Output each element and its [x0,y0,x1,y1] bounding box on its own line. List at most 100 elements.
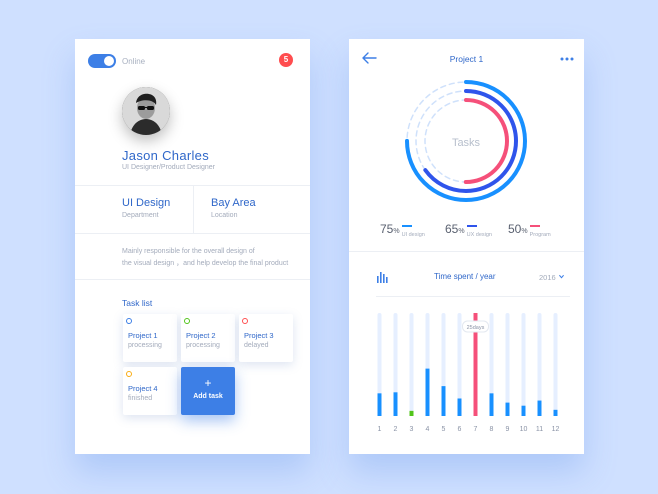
online-toggle[interactable] [88,54,116,68]
notification-badge[interactable]: 5 [279,53,293,67]
department-value: UI Design [122,197,171,209]
bar-track [489,313,494,416]
toggle-knob [104,56,114,66]
percent-sign: % [393,228,400,235]
x-tick-label: 9 [506,426,510,433]
legend-swatch [529,224,540,228]
tasks-ring-chart: Tasks [405,80,527,202]
legend-swatch [401,224,412,228]
ring-ui-design [405,80,527,202]
task-name: Project 2 [186,331,216,340]
percent-sign: % [458,228,465,235]
task-card-project-3[interactable]: Project 3 delayed [239,314,293,362]
task-status: processing [186,342,220,349]
location-value: Bay Area [211,197,256,209]
bar-track [393,313,398,416]
divider [376,296,570,297]
task-status-dot [126,318,132,324]
add-task-label: Add task [193,393,223,400]
profile-name: Jason Charles [122,148,209,163]
task-status: finished [128,395,153,402]
stat-program: 50% Program [508,220,551,238]
project-card: Project 1 Tasks 75% UI design 65% UX desig… [349,39,584,454]
stat-ui-design: 75% UI design [380,220,425,238]
more-icon[interactable] [560,57,574,61]
year-selector[interactable]: 2016 [539,273,564,282]
bar-month-4[interactable] [425,368,430,416]
bar-month-7[interactable] [473,313,478,416]
bar-track [521,313,526,416]
location-label: Location [211,212,238,219]
task-status-dot [126,371,132,377]
description-line: Mainly responsible for the overall desig… [122,248,255,255]
stat-value: 65 [445,222,459,236]
task-status: delayed [244,342,269,349]
ring-center-label: Tasks [452,137,481,149]
status-label: Online [122,57,146,66]
divider [349,251,584,252]
bar-month-1[interactable] [377,393,382,416]
legend-swatch [466,224,477,228]
bar-month-11[interactable] [537,400,542,416]
bar-month-5[interactable] [441,386,446,416]
avatar[interactable] [122,87,170,135]
description-line: the visual design ，and help develop the … [122,260,289,267]
stat-value: 75 [380,222,394,236]
time-spent-title: Time spent / year [434,272,496,281]
bar-month-3[interactable] [409,410,414,416]
task-status: processing [128,342,162,349]
x-tick-label: 4 [426,426,430,433]
divider [75,279,310,280]
bar-month-10[interactable] [521,405,526,416]
bar-track [553,313,558,416]
back-arrow-icon[interactable] [361,51,377,65]
chevron-down-icon [558,274,564,279]
bar-track [505,313,510,416]
task-status-dot [242,318,248,324]
bar-track [457,313,462,416]
x-tick-label: 10 [520,426,528,433]
task-name: Project 1 [128,331,158,340]
task-card-project-1[interactable]: Project 1 processing [123,314,177,362]
x-tick-label: 2 [394,426,398,433]
bar-month-9[interactable] [505,402,510,416]
bar-month-6[interactable] [457,398,462,416]
stat-label: Program [529,232,551,238]
bar-month-8[interactable] [489,393,494,416]
bar-month-2[interactable] [393,392,398,416]
bar-annotation: 25days [467,325,485,331]
stat-label: UI design [401,232,425,238]
bar-track [409,313,414,416]
divider [193,185,194,233]
task-status-dot [184,318,190,324]
bar-track [537,313,542,416]
year-value: 2016 [539,273,556,282]
x-tick-label: 1 [378,426,382,433]
x-tick-label: 8 [490,426,494,433]
profile-description: Mainly responsible for the overall desig… [122,246,307,270]
x-tick-label: 11 [536,426,543,433]
ring-ux-design [414,89,518,193]
stat-value: 50 [508,222,522,236]
stat-ux-design: 65% UX design [445,220,492,238]
task-card-project-2[interactable]: Project 2 processing [181,314,235,362]
bar-chart-icon[interactable] [376,271,388,283]
department-label: Department [122,212,159,219]
divider [75,185,310,186]
bar-tooltip [462,320,489,333]
task-name: Project 3 [244,331,274,340]
x-tick-label: 5 [442,426,446,433]
x-tick-label: 6 [458,426,462,433]
task-card-project-4[interactable]: Project 4 finished [123,367,177,415]
project-title: Project 1 [449,54,484,64]
profile-title: UI Designer/Product Designer [122,164,215,171]
x-tick-label: 3 [410,426,414,433]
stat-label: UX design [466,232,492,238]
divider [75,233,310,234]
add-task-button[interactable]: + Add task [181,367,235,415]
x-tick-label: 7 [474,426,478,433]
bar-track [377,313,382,416]
task-list-heading: Task list [122,298,153,308]
bar-month-12[interactable] [553,409,558,416]
